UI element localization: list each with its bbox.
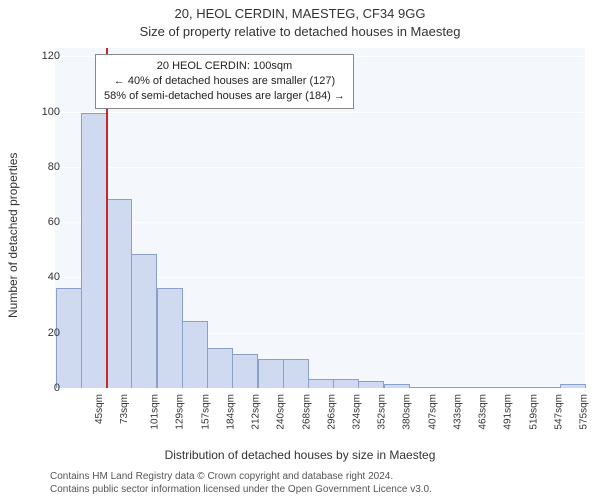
tooltip-line-2: ← 40% of detached houses are smaller (12… — [104, 74, 345, 89]
y-tick-label: 20 — [30, 327, 60, 339]
histogram-bar — [510, 387, 536, 388]
x-tick-label: 463sqm — [478, 394, 489, 430]
histogram-bar — [106, 199, 132, 388]
y-axis-label: Number of detached properties — [6, 153, 20, 318]
histogram-bar — [131, 254, 157, 388]
histogram-bar — [258, 359, 284, 388]
footer-line-1: Contains HM Land Registry data © Crown c… — [50, 471, 590, 484]
x-tick-label: 519sqm — [528, 394, 539, 430]
info-tooltip: 20 HEOL CERDIN: 100sqm ← 40% of detached… — [95, 54, 354, 109]
x-tick-label: 157sqm — [200, 394, 211, 430]
histogram-bar — [384, 384, 410, 388]
chart-container: 20, HEOL CERDIN, MAESTEG, CF34 9GG Size … — [0, 0, 600, 500]
gridline — [55, 112, 585, 113]
x-tick-label: 547sqm — [553, 394, 564, 430]
y-tick-label: 120 — [30, 50, 60, 62]
x-tick-label: 352sqm — [377, 394, 388, 430]
histogram-bar — [182, 321, 208, 388]
tooltip-line-3: 58% of semi-detached houses are larger (… — [104, 89, 345, 104]
histogram-bar — [333, 379, 359, 388]
histogram-bar — [283, 359, 309, 388]
histogram-bar — [207, 348, 233, 388]
x-tick-label: 129sqm — [175, 394, 186, 430]
histogram-bar — [232, 354, 258, 388]
tooltip-line-1: 20 HEOL CERDIN: 100sqm — [104, 59, 345, 74]
x-tick-label: 324sqm — [352, 394, 363, 430]
x-tick-label: 268sqm — [301, 394, 312, 430]
histogram-bar — [535, 387, 561, 388]
x-tick-label: 296sqm — [326, 394, 337, 430]
x-tick-label: 101sqm — [150, 394, 161, 430]
y-tick-label: 40 — [30, 271, 60, 283]
histogram-bar — [560, 384, 586, 388]
x-tick-label: 491sqm — [503, 394, 514, 430]
x-tick-label: 380sqm — [402, 394, 413, 430]
y-tick-label: 100 — [30, 106, 60, 118]
histogram-bar — [358, 381, 384, 388]
x-tick-label: 575sqm — [579, 394, 590, 430]
x-tick-label: 212sqm — [251, 394, 262, 430]
x-axis-label: Distribution of detached houses by size … — [0, 448, 600, 462]
x-tick-label: 45sqm — [94, 394, 105, 424]
x-tick-label: 240sqm — [276, 394, 287, 430]
histogram-bar — [459, 387, 485, 388]
y-tick-label: 80 — [30, 161, 60, 173]
histogram-bar — [409, 387, 435, 388]
histogram-bar — [434, 387, 460, 388]
x-tick-label: 433sqm — [453, 394, 464, 430]
x-tick-label: 73sqm — [119, 394, 130, 424]
x-tick-label: 407sqm — [427, 394, 438, 430]
footer-line-2: Contains public sector information licen… — [50, 484, 590, 497]
gridline — [55, 222, 585, 223]
y-tick-label: 0 — [30, 382, 60, 394]
y-tick-label: 60 — [30, 216, 60, 228]
gridline — [55, 388, 585, 389]
gridline — [55, 167, 585, 168]
chart-title-main: 20, HEOL CERDIN, MAESTEG, CF34 9GG — [0, 6, 600, 21]
footer-attribution: Contains HM Land Registry data © Crown c… — [50, 471, 590, 496]
histogram-bar — [157, 288, 183, 389]
chart-title-sub: Size of property relative to detached ho… — [0, 24, 600, 39]
histogram-bar — [308, 379, 334, 388]
histogram-bar — [81, 113, 107, 388]
x-tick-label: 184sqm — [225, 394, 236, 430]
histogram-bar — [485, 387, 511, 388]
